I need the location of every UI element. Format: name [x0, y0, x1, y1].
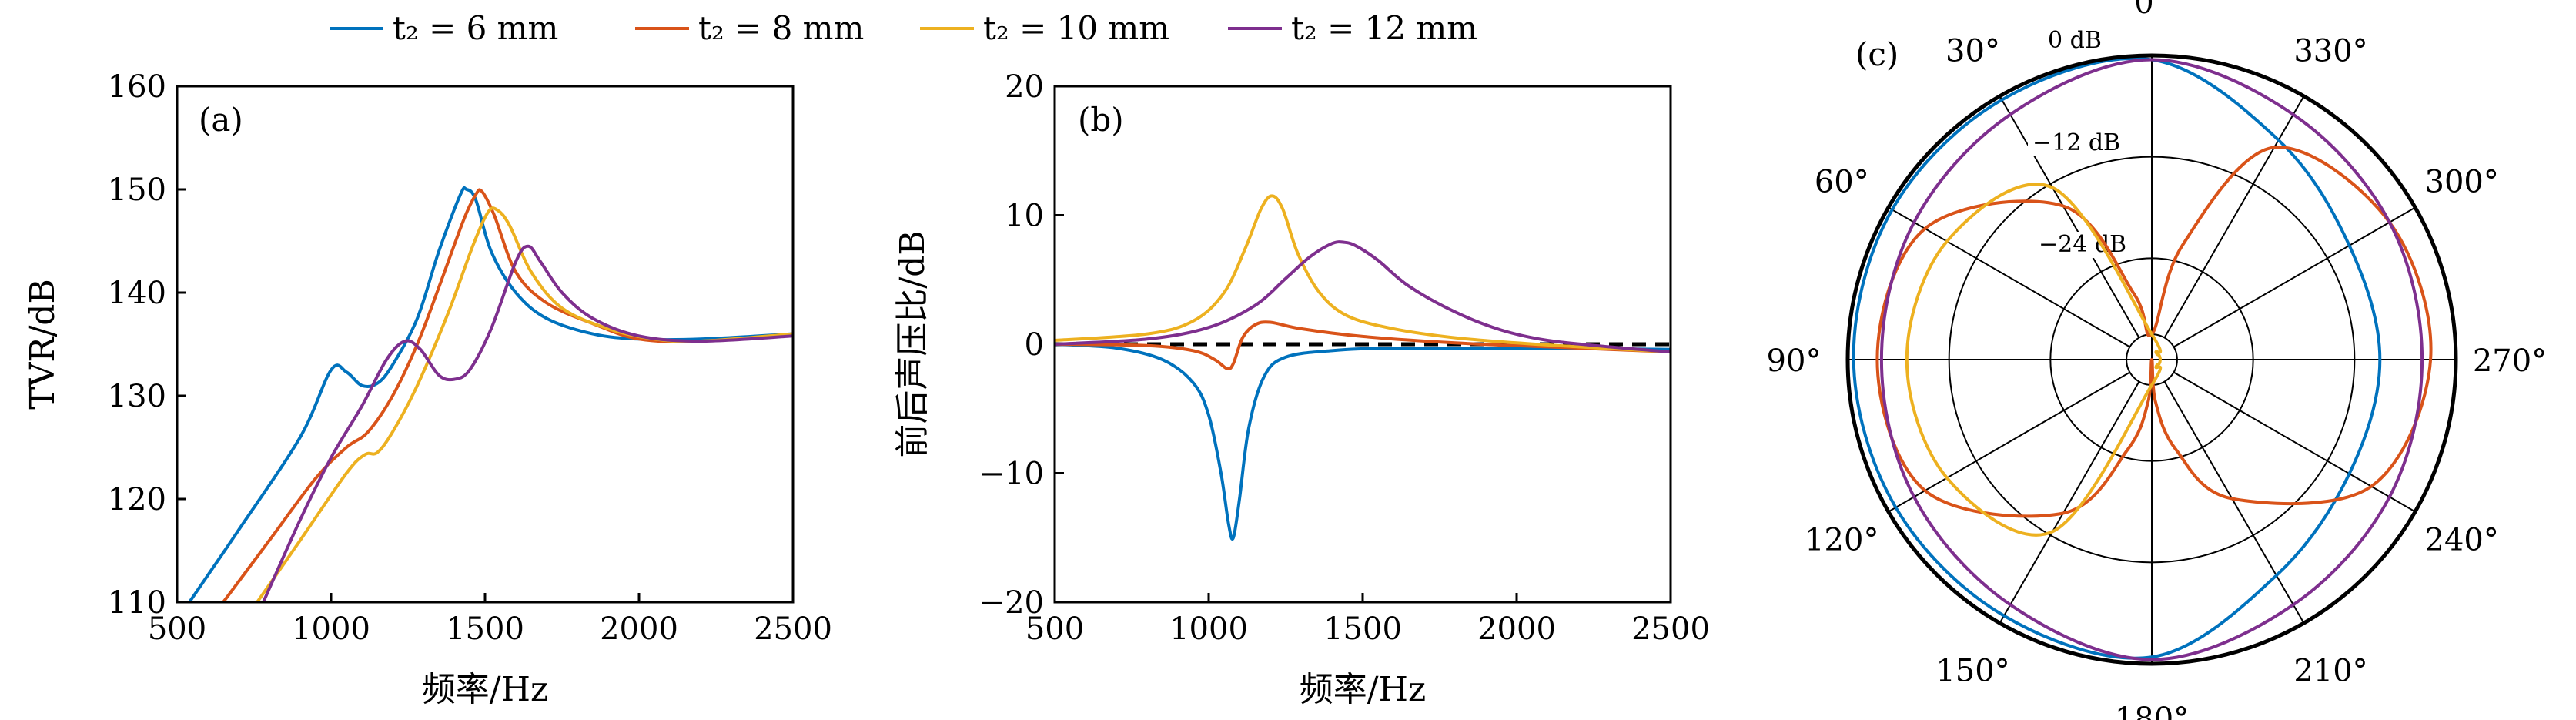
panel-b-tag: (b) [1078, 101, 1124, 139]
panel-a-series-line-2 [256, 206, 793, 602]
panel-c-angle-label: 30° [1945, 33, 2000, 69]
panel-c-angle-label: 330° [2293, 33, 2367, 69]
panel-b-xtick-label: 1000 [1169, 611, 1248, 647]
panel-c-angle-label: 90° [1767, 343, 1822, 379]
panel-c-angle-label: 210° [2293, 654, 2367, 689]
panel-c-angle-label: 60° [1815, 165, 1869, 200]
panel-b-ylabel: 前后声压比/dB [893, 230, 932, 457]
panel-a-xtick-label: 2000 [600, 611, 678, 647]
panel-b-series-line-1 [1055, 320, 1671, 371]
panel-b-xtick-label: 500 [1025, 611, 1084, 647]
panel-c-series-curve-2 [1905, 183, 2163, 537]
panel-b-ytick-label: 10 [1005, 199, 1044, 234]
panel-a-series [188, 186, 793, 602]
panel-c-tag: (c) [1855, 35, 1899, 73]
legend: t₂ = 6 mm t₂ = 8 mm t₂ = 10 mm t₂ = 12 m… [330, 9, 1477, 47]
panel-a-xtick-label: 500 [148, 611, 206, 647]
panel-b-series [1055, 194, 1671, 541]
panel-c-grid-spoke [1888, 371, 2130, 513]
panel-b-xtick-label: 2500 [1631, 611, 1710, 647]
panel-c-grid-spoke [1888, 206, 2130, 348]
panel-b-ytick-label: −20 [979, 585, 1044, 621]
panel-c-polar-chart: 0 dB −12 dB −24 dB 0° 30° 60° 90° 120° 150° 180°… [1767, 0, 2548, 720]
panel-c-outer-ring [1845, 53, 2458, 666]
panel-b-ytick-label: 0 [1025, 327, 1044, 363]
panel-b-ytick-label: 20 [1005, 69, 1044, 105]
panel-a-ticks: 500 1000 1500 2000 2500 110 120 130 140 150 160 [108, 69, 832, 647]
panel-c-series [1845, 53, 2458, 666]
panel-c-angle-label: 270° [2473, 343, 2547, 379]
panel-a-xtick-label: 2500 [754, 611, 832, 647]
panel-c-angle-label: 0° [2134, 0, 2169, 21]
panel-c-grid-spoke [1999, 95, 2140, 338]
legend-label-2: t₂ = 10 mm [983, 9, 1169, 47]
panel-c-angle-label: 150° [1935, 654, 2009, 689]
panel-c-grid-spoke [2163, 381, 2305, 624]
panel-a-ytick-label: 120 [108, 482, 166, 517]
legend-label-3: t₂ = 12 mm [1291, 9, 1477, 47]
panel-a-ytick-label: 110 [108, 585, 166, 621]
panel-a-ytick-label: 140 [108, 276, 166, 311]
panel-b-ytick-label: −10 [979, 457, 1044, 492]
panel-a-ytick-label: 150 [108, 172, 166, 208]
panel-c-grid-spoke [2163, 95, 2305, 338]
panel-b-series-line-3 [1055, 240, 1671, 354]
panel-b-series-line-2 [1055, 194, 1671, 354]
panel-b-series-line-0 [1055, 343, 1671, 541]
panel-b-xtick-label: 2000 [1477, 611, 1556, 647]
panel-c-db-label: −12 dB [2032, 129, 2120, 156]
panel-a-ytick-label: 130 [108, 379, 166, 414]
panel-c-angle-label: 240° [2425, 523, 2499, 558]
panel-b-chart: 500 1000 1500 2000 2500 −20 −10 0 10 20 (b) 频率/Hz… [893, 69, 1710, 709]
panel-a-series-line-3 [262, 244, 793, 602]
panel-c-angle-label: 180° [2115, 702, 2189, 720]
panel-c-series-curve-3 [1879, 58, 2424, 661]
panel-c-angle-labels: 0° 30° 60° 90° 120° 150° 180° 210° 240° 270° 300° 3… [1767, 0, 2548, 720]
panel-a-ylabel: TVR/dB [23, 279, 62, 410]
panel-a-xlabel: 频率/Hz [422, 670, 548, 709]
panel-b-xlabel: 频率/Hz [1300, 670, 1426, 709]
panel-a-xtick-label: 1500 [446, 611, 524, 647]
panel-b-ticks: 500 1000 1500 2000 2500 −20 −10 0 10 20 [979, 69, 1710, 647]
panel-a-chart: 500 1000 1500 2000 2500 110 120 130 140 150 160 (a… [23, 69, 832, 709]
panel-a-frame [176, 85, 795, 604]
panel-b-xtick-label: 1500 [1323, 611, 1402, 647]
panel-c-db-label: 0 dB [2048, 27, 2102, 54]
panel-c-grid-spoke [2173, 371, 2416, 513]
panel-c-db-label: −24 dB [2039, 231, 2126, 258]
panel-c-db-label-bg [2028, 130, 2125, 156]
panel-c-polar-grid: 0 dB −12 dB −24 dB [1848, 27, 2456, 664]
panel-a-series-line-0 [188, 186, 793, 602]
panel-a-ytick-label: 160 [108, 69, 166, 105]
panel-c-db-label-bg [2043, 28, 2111, 54]
legend-label-0: t₂ = 6 mm [393, 9, 558, 47]
panel-c-grid-spoke [2173, 206, 2416, 348]
panel-a-series-line-1 [222, 188, 793, 602]
panel-c-angle-label: 120° [1805, 523, 1878, 558]
legend-label-1: t₂ = 8 mm [698, 9, 864, 47]
panel-a-tag: (a) [199, 101, 243, 139]
panel-b-frame [1053, 85, 1672, 604]
panel-a-xtick-label: 1000 [292, 611, 370, 647]
panel-c-series-curve-1 [1875, 146, 2433, 518]
panel-c-grid-spoke [1999, 381, 2140, 624]
panel-c-angle-label: 300° [2425, 165, 2499, 200]
panel-c-db-label-bg [2034, 232, 2131, 258]
